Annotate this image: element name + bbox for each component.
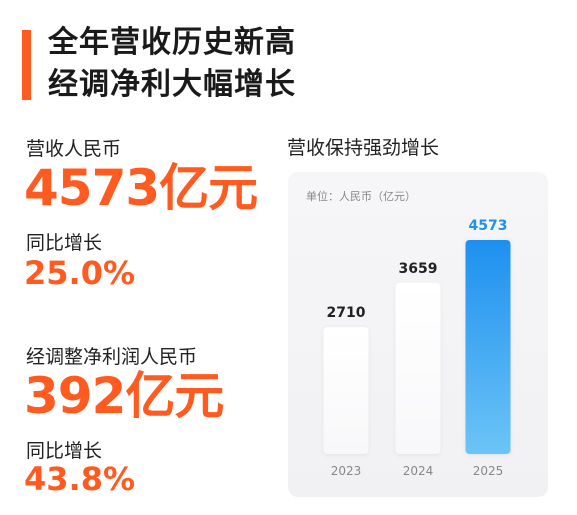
profit-label: 经调整净利润人民币 (26, 346, 198, 368)
bar-2024 (395, 282, 441, 454)
chart-title: 营收保持强劲增长 (287, 137, 440, 159)
x-tick-2024: 2024 (403, 464, 434, 478)
data-label-2024: 3659 (399, 261, 438, 277)
chart-panel: 单位：人民币（亿元） 2710 2023 3659 2024 4573 2025 (288, 172, 548, 497)
profit-yoy-label: 同比增长 (26, 440, 103, 462)
x-tick-2025: 2025 (473, 464, 504, 478)
profit-yoy-value: 43.8% (24, 460, 136, 498)
x-tick-2023: 2023 (331, 464, 362, 478)
headline: 全年营收历史新高 经调净利大幅增长 (48, 22, 296, 106)
profit-value: 392亿元 (24, 367, 224, 425)
bar-2025 (465, 240, 511, 454)
data-label-2025: 4573 (469, 218, 508, 234)
chart-unit-label: 单位：人民币（亿元） (306, 190, 416, 203)
headline-line-1: 全年营收历史新高 (48, 25, 296, 60)
data-label-2023: 2710 (327, 305, 366, 321)
revenue-label: 营收人民币 (26, 138, 122, 160)
revenue-bar-chart: 2710 2023 3659 2024 4573 2025 (323, 218, 511, 478)
revenue-value: 4573亿元 (24, 159, 258, 217)
accent-bar (22, 30, 31, 100)
headline-line-2: 经调净利大幅增长 (48, 67, 296, 102)
revenue-yoy-label: 同比增长 (26, 232, 103, 254)
bar-2023 (323, 327, 369, 454)
revenue-yoy-value: 25.0% (24, 254, 136, 292)
